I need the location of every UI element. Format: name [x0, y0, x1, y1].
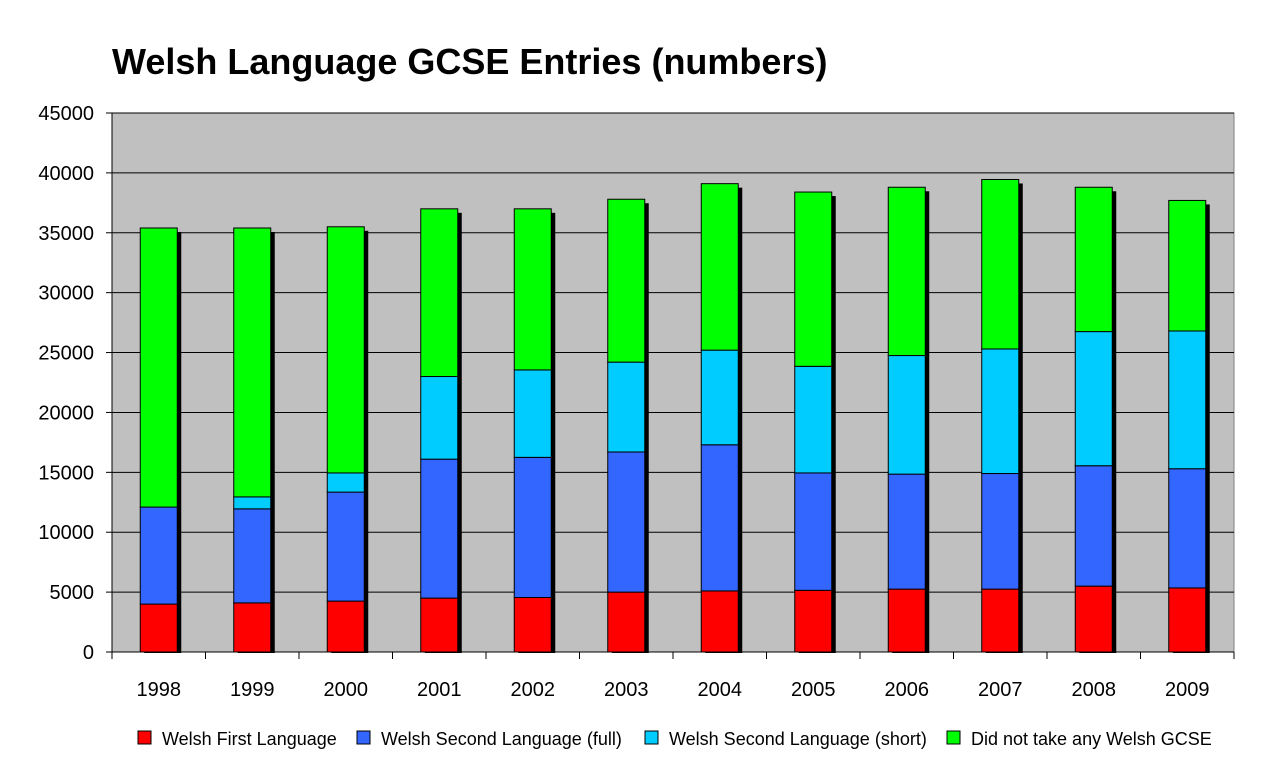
x-tick-label: 1999 — [230, 679, 275, 701]
bar-segment-welsh-first-language — [1074, 585, 1113, 653]
y-tick-label: 10000 — [38, 522, 94, 544]
bar-segment-welsh-second-language-full — [513, 456, 552, 599]
bar-segment-welsh-first-language — [139, 603, 178, 653]
bar-segment-did-not-take-any-welsh-gcse — [1074, 186, 1113, 333]
bar-segment-welsh-second-language-full — [233, 508, 272, 604]
x-tick-label: 2007 — [978, 679, 1023, 701]
bar-segment-did-not-take-any-welsh-gcse — [794, 191, 833, 367]
bar-segment-welsh-second-language-short — [513, 369, 552, 458]
axes: 0 5000 10000 15000 20000 25000 30000 35000 40000… — [38, 103, 1235, 701]
bar-segment-did-not-take-any-welsh-gcse — [420, 208, 459, 378]
bars — [139, 178, 1210, 654]
y-tick-label: 30000 — [38, 283, 94, 305]
bar-segment-welsh-first-language — [887, 588, 926, 653]
legend-swatch — [644, 730, 659, 745]
y-tick-label: 15000 — [38, 462, 94, 484]
legend-label: Welsh First Language — [162, 729, 337, 749]
bar-segment-did-not-take-any-welsh-gcse — [887, 186, 926, 357]
legend-swatch — [946, 730, 961, 745]
bar-segment-welsh-second-language-full — [607, 451, 646, 593]
legend-label: Welsh Second Language (full) — [381, 729, 622, 749]
bar-segment-welsh-first-language — [794, 589, 833, 653]
bar-segment-welsh-second-language-short — [420, 376, 459, 460]
y-tick-label: 35000 — [38, 223, 94, 245]
x-tick-label: 2005 — [791, 679, 836, 701]
bar-segment-did-not-take-any-welsh-gcse — [981, 178, 1020, 350]
x-tick-label: 2003 — [604, 679, 649, 701]
bar-segment-did-not-take-any-welsh-gcse — [139, 227, 178, 508]
bar-segment-welsh-second-language-full — [1074, 465, 1113, 587]
bar-segment-welsh-second-language-short — [607, 361, 646, 453]
bar-segment-did-not-take-any-welsh-gcse — [513, 208, 552, 371]
legend-label: Welsh Second Language (short) — [669, 729, 927, 749]
bar-segment-welsh-second-language-full — [420, 458, 459, 599]
bar-segment-welsh-first-language — [700, 590, 739, 653]
bar-segment-welsh-second-language-short — [981, 348, 1020, 475]
x-tick-label: 2004 — [698, 679, 743, 701]
y-tick-label: 45000 — [38, 103, 94, 125]
y-tick-label: 25000 — [38, 343, 94, 365]
bar-segment-welsh-second-language-short — [326, 472, 365, 493]
bar-segment-welsh-second-language-full — [981, 473, 1020, 590]
x-tick-label: 2000 — [324, 679, 369, 701]
bar-segment-welsh-second-language-full — [794, 472, 833, 591]
bar-segment-welsh-first-language — [420, 597, 459, 653]
x-tick-label: 2006 — [885, 679, 930, 701]
bar-segment-welsh-second-language-short — [233, 496, 272, 510]
x-tick-label: 1998 — [137, 679, 182, 701]
y-tick-label: 0 — [83, 642, 94, 664]
x-tick-label: 2001 — [417, 679, 462, 701]
legend-label: Did not take any Welsh GCSE — [971, 729, 1212, 749]
bar-segment-welsh-second-language-full — [139, 506, 178, 605]
bar-segment-did-not-take-any-welsh-gcse — [233, 227, 272, 498]
plot-area — [111, 112, 1235, 653]
legend-swatch — [137, 730, 152, 745]
bar-segment-welsh-second-language-full — [887, 473, 926, 590]
bar-segment-did-not-take-any-welsh-gcse — [607, 198, 646, 363]
bar-segment-welsh-second-language-short — [1074, 331, 1113, 467]
x-tick-label: 2008 — [1072, 679, 1117, 701]
y-tick-label: 5000 — [50, 582, 95, 604]
legend: Welsh First Language Welsh Second Languag… — [137, 729, 1212, 749]
bar-segment-welsh-second-language-full — [700, 444, 739, 592]
bar-segment-welsh-second-language-short — [1168, 330, 1207, 470]
bar-segment-welsh-second-language-short — [700, 349, 739, 446]
chart-title: Welsh Language GCSE Entries (numbers) — [112, 41, 827, 82]
bar-segment-welsh-first-language — [1168, 587, 1207, 653]
gridlines — [112, 112, 1234, 593]
x-tick-label: 2002 — [511, 679, 556, 701]
bar-segment-welsh-second-language-short — [887, 355, 926, 475]
bar-segment-welsh-first-language — [513, 597, 552, 653]
y-tick-label: 40000 — [38, 163, 94, 185]
legend-swatch — [356, 730, 371, 745]
bar-segment-did-not-take-any-welsh-gcse — [700, 183, 739, 351]
bar-segment-welsh-first-language — [607, 591, 646, 653]
bar-segment-welsh-second-language-short — [794, 365, 833, 474]
x-tick-label: 2009 — [1165, 679, 1210, 701]
y-tick-label: 20000 — [38, 402, 94, 424]
bar-segment-welsh-first-language — [326, 600, 365, 653]
bar-segment-welsh-second-language-full — [326, 491, 365, 602]
bar-segment-welsh-second-language-full — [1168, 468, 1207, 589]
bar-segment-did-not-take-any-welsh-gcse — [1168, 199, 1207, 332]
bar-segment-did-not-take-any-welsh-gcse — [326, 226, 365, 474]
bar-segment-welsh-first-language — [233, 602, 272, 653]
bar-segment-welsh-first-language — [981, 588, 1020, 653]
